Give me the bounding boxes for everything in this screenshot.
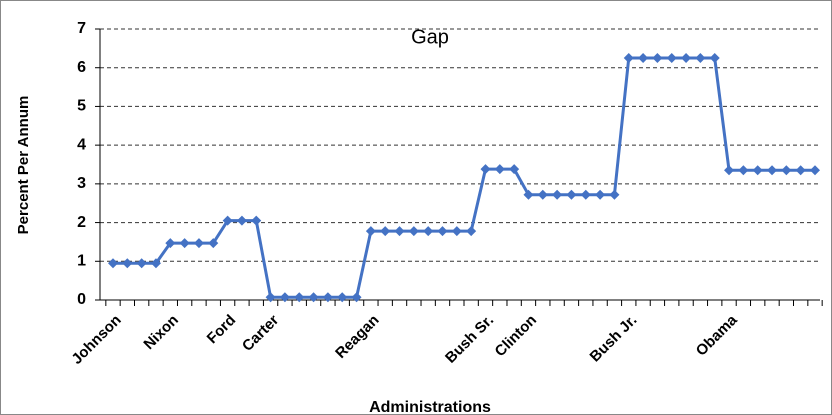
data-marker	[738, 165, 749, 176]
data-marker	[566, 189, 577, 200]
data-marker	[494, 164, 505, 175]
data-marker	[580, 189, 591, 200]
data-marker	[265, 292, 276, 303]
data-marker	[537, 189, 548, 200]
data-marker	[365, 226, 376, 237]
data-marker	[609, 189, 620, 200]
data-marker	[308, 292, 319, 303]
data-marker	[294, 292, 305, 303]
data-marker	[193, 238, 204, 249]
data-marker	[251, 215, 262, 226]
data-marker	[638, 53, 649, 64]
data-marker	[165, 238, 176, 249]
data-marker	[150, 258, 161, 269]
x-axis-label: Administrations	[369, 399, 491, 415]
data-marker	[681, 53, 692, 64]
y-tick-label: 5	[77, 98, 86, 115]
y-tick-label: 3	[77, 175, 86, 192]
data-marker	[595, 189, 606, 200]
data-marker	[810, 165, 820, 176]
data-marker	[322, 292, 333, 303]
chart-title: Gap	[411, 26, 449, 48]
data-marker	[236, 215, 247, 226]
y-tick-label: 2	[77, 214, 86, 231]
data-marker	[179, 238, 190, 249]
data-marker	[380, 226, 391, 237]
data-marker	[108, 258, 118, 269]
data-marker	[781, 165, 792, 176]
data-marker	[523, 189, 534, 200]
y-tick-label: 6	[77, 59, 86, 76]
data-marker	[724, 165, 735, 176]
data-marker	[666, 53, 677, 64]
y-tick-label: 7	[77, 20, 86, 37]
data-marker	[208, 238, 219, 249]
data-marker	[509, 164, 520, 175]
data-marker	[423, 226, 434, 237]
data-marker	[623, 53, 634, 64]
data-marker	[652, 53, 663, 64]
data-marker	[394, 226, 405, 237]
data-marker	[767, 165, 778, 176]
y-axis-label: Percent Per Annum	[15, 96, 32, 235]
data-marker	[466, 226, 477, 237]
data-marker	[222, 215, 233, 226]
data-marker	[451, 226, 462, 237]
data-marker	[437, 226, 448, 237]
data-marker	[408, 226, 419, 237]
y-tick-label: 1	[77, 253, 86, 270]
data-marker	[136, 258, 147, 269]
data-marker	[695, 53, 706, 64]
y-tick-label: 0	[77, 291, 86, 308]
data-marker	[709, 53, 720, 64]
data-marker	[480, 164, 491, 175]
data-marker	[752, 165, 763, 176]
data-marker	[279, 292, 290, 303]
data-marker	[351, 292, 362, 303]
y-tick-label: 4	[77, 136, 86, 153]
data-marker	[795, 165, 806, 176]
data-marker	[337, 292, 348, 303]
data-marker	[122, 258, 133, 269]
data-marker	[552, 189, 563, 200]
